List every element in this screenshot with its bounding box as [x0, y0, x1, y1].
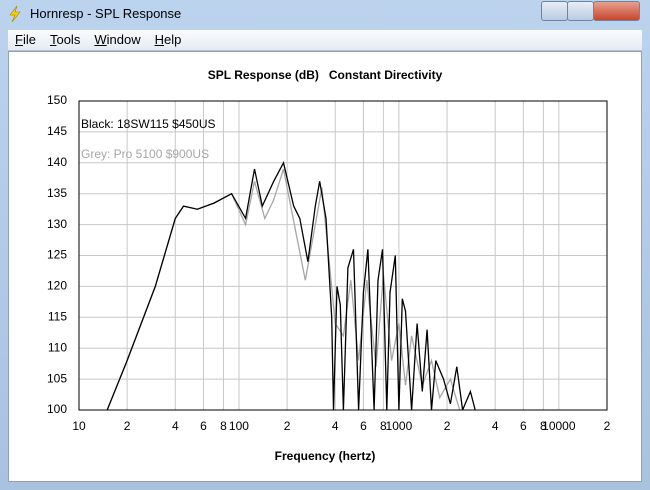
x-tick-label: 6 [520, 419, 527, 433]
x-tick-label: 8 [380, 419, 387, 433]
y-tick-label: 115 [48, 309, 67, 323]
x-tick-label: 6 [200, 419, 207, 433]
y-tick-label: 145 [47, 124, 67, 138]
x-tick-label: 2 [444, 419, 451, 433]
y-tick-label: 105 [47, 371, 67, 385]
y-tick-label: 125 [47, 248, 67, 262]
legend-entry: Black: 18SW115 $450US [81, 117, 216, 131]
plot-frame [78, 100, 608, 411]
y-tick-label: 100 [47, 402, 67, 416]
x-tick-label: 4 [172, 419, 179, 433]
x-tick-label: 2 [284, 419, 291, 433]
y-tick-label: 135 [47, 186, 67, 200]
y-tick-label: 130 [47, 217, 67, 231]
x-tick-label: 4 [492, 419, 499, 433]
x-tick-label: 10 [72, 419, 86, 433]
menu-bar: File Tools Window Help [8, 30, 642, 51]
legend-entry: Grey: Pro 5100 $900US [81, 147, 209, 161]
x-tick-label: 10000 [542, 419, 576, 433]
x-tick-label: 8 [220, 419, 227, 433]
y-tick-label: 120 [47, 279, 67, 293]
chart-title: SPL Response (dB) Constant Directivity [208, 68, 443, 82]
app-icon [9, 6, 21, 22]
y-tick-label: 110 [48, 340, 67, 354]
x-tick-label: 2 [604, 419, 611, 433]
x-tick-label: 1000 [386, 419, 413, 433]
menu-item[interactable]: Tools [49, 32, 81, 47]
menu-item[interactable]: Help [154, 32, 182, 47]
y-tick-label: 140 [47, 155, 67, 169]
window-title: Hornresp - SPL Response [30, 6, 182, 21]
menu-item[interactable]: File [15, 32, 36, 47]
y-tick-label: 150 [47, 93, 67, 107]
x-tick-label: 6 [360, 419, 367, 433]
close-button[interactable] [593, 1, 640, 21]
x-tick-label: 4 [332, 419, 339, 433]
menu-item[interactable]: Window [94, 32, 141, 47]
x-tick-label: 8 [540, 419, 547, 433]
x-tick-label: 100 [229, 419, 249, 433]
series-line [106, 160, 476, 410]
x-tick-label: 2 [124, 419, 131, 433]
x-axis-label: Frequency (hertz) [275, 449, 376, 463]
